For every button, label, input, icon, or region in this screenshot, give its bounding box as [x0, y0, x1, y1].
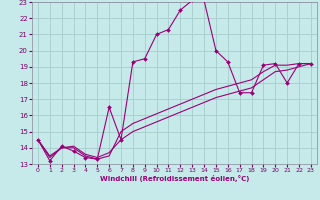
X-axis label: Windchill (Refroidissement éolien,°C): Windchill (Refroidissement éolien,°C): [100, 175, 249, 182]
